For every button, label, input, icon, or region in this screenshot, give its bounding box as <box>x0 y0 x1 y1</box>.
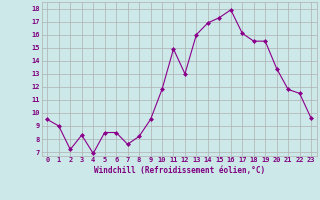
X-axis label: Windchill (Refroidissement éolien,°C): Windchill (Refroidissement éolien,°C) <box>94 166 265 175</box>
